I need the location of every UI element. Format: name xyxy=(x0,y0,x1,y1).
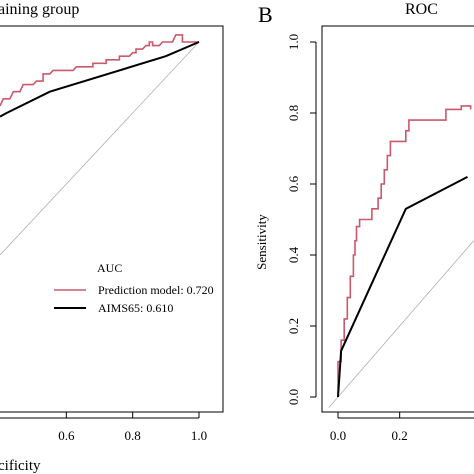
x-tick-label: 1.0 xyxy=(191,428,207,443)
x-tick-label: 0.0 xyxy=(330,428,346,443)
y-tick-label: 0.6 xyxy=(286,175,301,192)
panel-b-y-axis: 0.0 0.2 0.4 0.6 0.8 1.0 xyxy=(286,34,317,405)
panel-a-title: aining group xyxy=(0,1,79,18)
panel-a-legend: AUC Prediction model: 0.720 AIMS65: 0.61… xyxy=(54,261,214,315)
y-tick-label: 0.2 xyxy=(286,318,301,334)
panel-b-series-0-line xyxy=(337,105,472,397)
legend-entry-1-label: AIMS65: 0.610 xyxy=(98,301,173,315)
x-tick-label: 0.6 xyxy=(58,428,75,443)
y-tick-label: 0.0 xyxy=(286,389,301,405)
panel-a-series-layer xyxy=(0,34,200,118)
reference-diagonal xyxy=(0,41,200,256)
panel-b-label: B xyxy=(258,2,273,27)
panel-b-x-ticks: 0.0 0.2 xyxy=(330,412,474,443)
panel-a-reference-line xyxy=(0,41,200,256)
panel-b-series-layer xyxy=(337,105,472,398)
legend-title: AUC xyxy=(97,261,122,275)
x-tick-label: 0.2 xyxy=(392,428,408,443)
panel-a-x-ticks: 0.6 0.8 1.0 xyxy=(0,412,207,443)
panel-b-reference-line xyxy=(328,239,474,408)
panel-a-series-0-line xyxy=(0,34,199,107)
panel-a-series-1-line xyxy=(0,41,200,118)
y-tick-label: 1.0 xyxy=(286,34,301,50)
panel-b: B ROC 0.0 0.2 0.4 0.6 0.8 1.0 0.0 0.2 Sensitiv… xyxy=(254,1,474,443)
panel-b-y-axis-label: Sensitivity xyxy=(254,214,269,270)
panel-a-x-axis-label: cificity xyxy=(0,458,41,474)
y-tick-label: 0.8 xyxy=(286,105,301,121)
reference-diagonal xyxy=(328,239,474,408)
panel-b-plot-frame xyxy=(321,25,474,413)
panel-a-plot-frame xyxy=(0,25,224,413)
legend-entry-0-label: Prediction model: 0.720 xyxy=(98,283,214,297)
y-tick-label: 0.4 xyxy=(286,246,301,263)
panel-b-title: ROC xyxy=(405,1,438,18)
x-tick-label: 0.8 xyxy=(125,428,141,443)
panel-a: aining group 0.6 0.8 1.0 cificity AUC Pred… xyxy=(0,1,224,474)
panel-b-series-1-line xyxy=(337,176,468,398)
